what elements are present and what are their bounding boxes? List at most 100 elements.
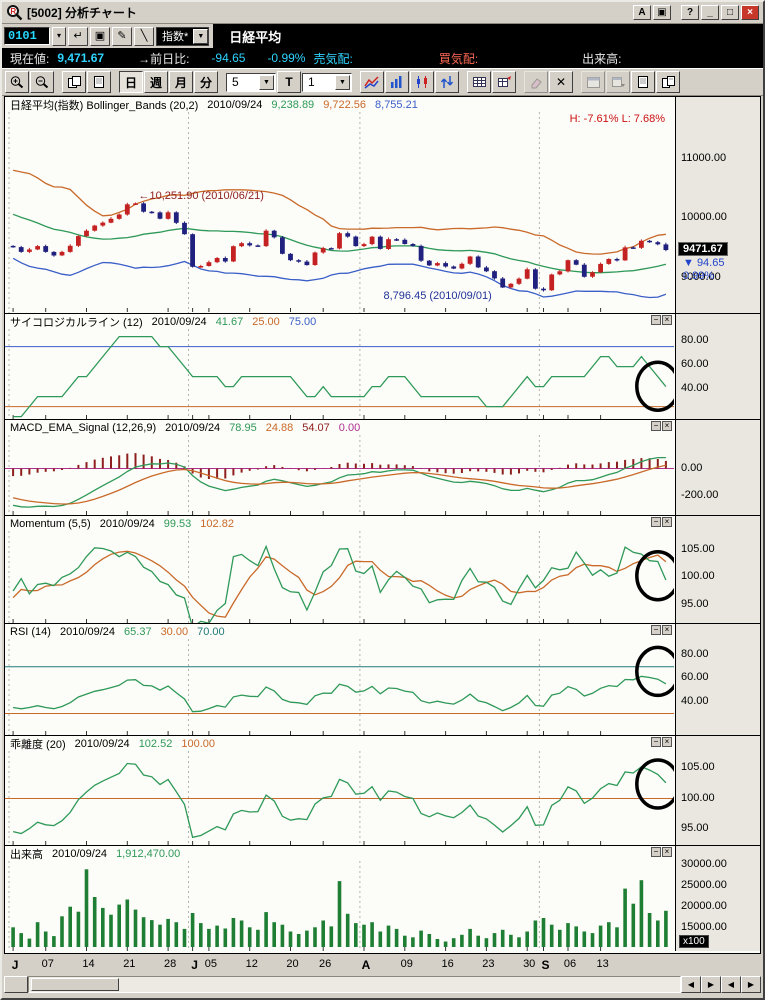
chevron-down-icon[interactable]: ▼ (335, 74, 350, 90)
period-minute-button[interactable]: 分 (194, 71, 218, 93)
page-icon[interactable] (631, 71, 655, 93)
panel-date: 2010/09/24 (207, 98, 263, 111)
copy-icon[interactable] (62, 71, 86, 93)
page-copy-icon[interactable] (656, 71, 680, 93)
count-select[interactable]: 1 ▼ (302, 72, 352, 92)
grid-add-icon[interactable] (492, 71, 516, 93)
panel-value: 9,238.89 (271, 98, 315, 111)
panel-minimize-icon[interactable]: − (651, 625, 661, 635)
scroll-grip[interactable] (4, 976, 28, 993)
axis-label: 30000.00 (681, 858, 727, 871)
window-icon (581, 71, 605, 93)
panel-minimize-icon[interactable]: − (651, 315, 661, 325)
panel-main: ←10,251.90 (2010/06/21) 8,796.45 (2010/09… (5, 97, 760, 313)
axis-label: 25000.00 (681, 879, 727, 892)
x-tick-label: 20 (286, 958, 299, 970)
panel-close-icon[interactable]: × (662, 315, 672, 325)
a-button[interactable]: A (633, 5, 651, 20)
scroll-right-button[interactable]: ▶ (701, 976, 721, 993)
interval-select[interactable]: 5 ▼ (226, 72, 276, 92)
axis-label: 105.00 (681, 542, 715, 555)
panel-window-buttons: − × (651, 625, 672, 635)
t-button[interactable]: T (277, 71, 301, 93)
scroll-left-button[interactable]: ◀ (681, 976, 701, 993)
diff-pct: -0.99% (267, 51, 306, 65)
panel-close-icon[interactable]: × (662, 625, 672, 635)
stock-code-input[interactable] (4, 27, 50, 45)
x-tick-label: 13 (596, 958, 609, 970)
zoom-out-icon[interactable] (30, 71, 54, 93)
panel-minimize-icon[interactable]: − (651, 517, 661, 527)
period-day-button[interactable]: 日 (119, 71, 143, 93)
panel-minimize-icon[interactable]: − (651, 421, 661, 431)
delete-x-icon[interactable]: ✕ (549, 71, 573, 93)
panel-window-buttons: − × (651, 315, 672, 325)
panel-minimize-icon[interactable]: − (651, 737, 661, 747)
page-left-button[interactable]: ◀ (721, 976, 741, 993)
panel-close-icon[interactable]: × (662, 737, 672, 747)
updown-arrows-icon[interactable] (435, 71, 459, 93)
grid-icon[interactable] (467, 71, 491, 93)
symbol-name-bar: 日経平均 (213, 24, 763, 48)
axis-label: 60.00 (681, 357, 709, 370)
panel-close-icon[interactable]: × (662, 421, 672, 431)
main-plot[interactable]: ←10,251.90 (2010/06/21) 8,796.45 (2010/09… (5, 97, 674, 313)
axis-label: 20000.00 (681, 900, 727, 913)
hand-drawn-circle-annotation (635, 758, 674, 810)
x-tick-label: S (541, 958, 550, 972)
mom-plot[interactable] (5, 516, 674, 623)
panel-value: 102.52 (138, 737, 173, 750)
panel-value: 24.88 (265, 421, 294, 434)
titlebar-buttons: A ▣? _ □ × (633, 5, 759, 20)
scrollbar-thumb[interactable] (31, 978, 119, 991)
kairi-plot[interactable] (5, 736, 674, 845)
interval-select-value: 5 (232, 75, 239, 89)
axis-label: 40.00 (681, 381, 709, 394)
panel-header-psych: サイコロジカルライン (12) 2010/09/24 41.67 25.00 75.00 (5, 314, 674, 329)
axis-label: 100.00 (681, 570, 715, 583)
index-type-dropdown[interactable]: 指数* ▼ (156, 26, 210, 46)
psych-plot[interactable] (5, 314, 674, 419)
enter-button[interactable]: ↵ (68, 26, 88, 46)
panel-value: 30.00 (160, 625, 189, 638)
zoom-in-icon[interactable] (5, 71, 29, 93)
period-month-button[interactable]: 月 (169, 71, 193, 93)
panel-rsi: RSI (14) 2010/09/24 65.37 30.00 70.00− × 80.00… (5, 623, 760, 735)
chevron-down-icon[interactable]: ▼ (259, 74, 274, 90)
period-week-button[interactable]: 週 (144, 71, 168, 93)
macd-plot[interactable] (5, 420, 674, 515)
rsi-plot[interactable] (5, 624, 674, 735)
code-spin-button[interactable]: ▾ (52, 26, 66, 46)
panel-value: 8,755.21 (375, 98, 418, 111)
panel-close-icon[interactable]: × (662, 517, 672, 527)
candlestick-icon[interactable] (410, 71, 434, 93)
now-value: 9,471.67 (57, 51, 105, 65)
help-button[interactable]: ? (681, 5, 699, 20)
close-button[interactable]: × (741, 5, 759, 20)
chevron-down-icon[interactable]: ▼ (193, 28, 209, 44)
scrollbar-track[interactable] (28, 976, 681, 993)
new-page-icon[interactable] (87, 71, 111, 93)
toolbar-symbol-left: ▾ ↵ ▣ ✎ ╲ 指数* ▼ (2, 24, 211, 48)
vol-plot[interactable] (5, 846, 674, 951)
line-chart-icon[interactable] (360, 71, 384, 93)
panel-date: 2010/09/24 (151, 315, 207, 328)
minimize-button[interactable]: _ (701, 5, 719, 20)
trendline-button[interactable]: ╲ (134, 26, 154, 46)
app-logo-icon: R (6, 4, 23, 21)
panel-value: 41.67 (215, 315, 244, 328)
panel-minimize-icon[interactable]: − (651, 847, 661, 857)
page-right-button[interactable]: ▶ (741, 976, 761, 993)
axis-label: -200.00 (681, 488, 719, 501)
edit-button[interactable]: ✎ (112, 26, 132, 46)
maximize-button[interactable]: □ (721, 5, 739, 20)
watchlist-button[interactable]: ▣ (90, 26, 110, 46)
axis-label: 100.00 (681, 791, 715, 804)
panel-date: 2010/09/24 (99, 517, 155, 530)
panel-value: 25.00 (252, 315, 280, 328)
count-select-value: 1 (308, 75, 315, 89)
panel-close-icon[interactable]: × (662, 847, 672, 857)
window-copy-button[interactable]: ▣ (653, 5, 671, 20)
bar-chart-icon[interactable] (385, 71, 409, 93)
